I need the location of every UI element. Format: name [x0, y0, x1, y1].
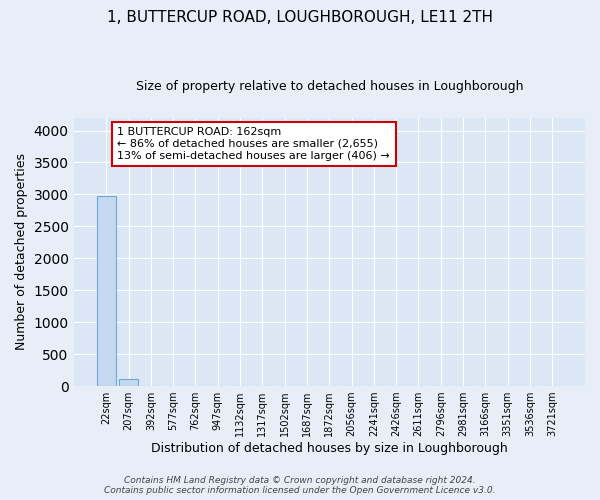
Text: 1 BUTTERCUP ROAD: 162sqm
← 86% of detached houses are smaller (2,655)
13% of sem: 1 BUTTERCUP ROAD: 162sqm ← 86% of detach…	[118, 128, 390, 160]
Text: Contains HM Land Registry data © Crown copyright and database right 2024.
Contai: Contains HM Land Registry data © Crown c…	[104, 476, 496, 495]
Title: Size of property relative to detached houses in Loughborough: Size of property relative to detached ho…	[136, 80, 523, 93]
Text: 1, BUTTERCUP ROAD, LOUGHBOROUGH, LE11 2TH: 1, BUTTERCUP ROAD, LOUGHBOROUGH, LE11 2T…	[107, 10, 493, 25]
Bar	[97, 196, 116, 386]
Bar	[119, 378, 138, 386]
Y-axis label: Number of detached properties: Number of detached properties	[15, 154, 28, 350]
X-axis label: Distribution of detached houses by size in Loughborough: Distribution of detached houses by size …	[151, 442, 508, 455]
